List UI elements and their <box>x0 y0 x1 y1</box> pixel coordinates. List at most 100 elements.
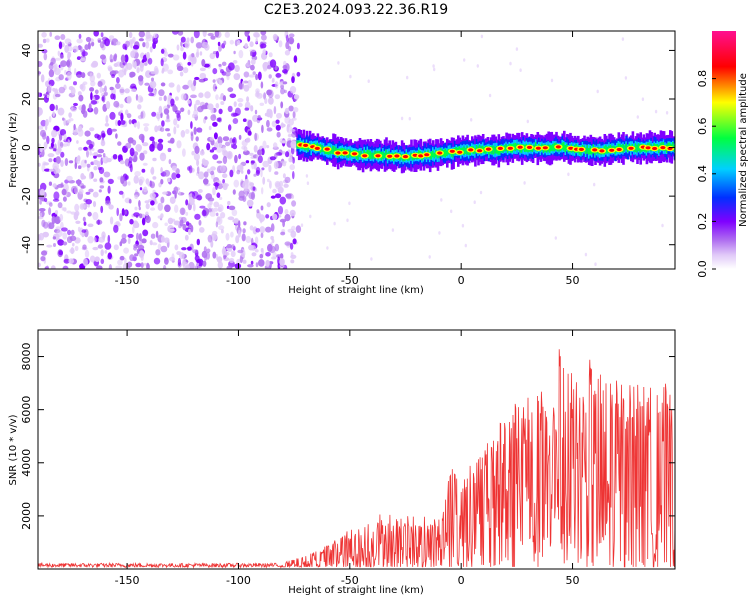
noise-blob <box>128 199 132 204</box>
noise-blob <box>182 223 187 231</box>
noise-blob <box>173 220 180 226</box>
noise-blob <box>233 50 236 55</box>
noise-blob <box>98 236 105 243</box>
noise-blob <box>112 154 118 160</box>
noise-blob <box>218 142 223 148</box>
noise-blob <box>145 211 149 217</box>
noise-blob <box>100 32 104 38</box>
noise-blob <box>43 162 50 166</box>
noise-blob <box>49 103 55 112</box>
noise-blob <box>290 140 297 149</box>
signal-band-cell <box>589 146 592 155</box>
snr-ticks: -150 -100 -50 0 50 2000 4000 6000 8000 <box>20 330 675 587</box>
noise-blob <box>237 229 241 238</box>
noise-blob <box>258 214 265 223</box>
noise-blob <box>84 159 87 164</box>
noise-blob <box>134 171 141 177</box>
noise-blob <box>155 230 159 238</box>
spectrogram-xtick-label: -100 <box>226 274 251 287</box>
noise-blob <box>69 235 77 242</box>
noise-blob <box>187 246 192 251</box>
noise-blob <box>283 183 289 188</box>
signal-band-cell <box>587 148 590 155</box>
noise-blob <box>288 105 294 112</box>
noise-blob <box>220 101 225 105</box>
noise-blob <box>195 51 200 58</box>
noise-blob <box>158 105 163 114</box>
noise-blob <box>54 216 61 225</box>
noise-blob <box>142 142 149 147</box>
noise-blob <box>106 157 112 163</box>
noise-blob <box>150 71 157 75</box>
noise-blob <box>68 112 72 118</box>
noise-blob <box>43 141 48 149</box>
noise-blob <box>207 234 213 243</box>
signal-peak-core <box>457 150 463 154</box>
noise-blob <box>192 249 199 254</box>
noise-blob <box>155 249 161 256</box>
noise-blob <box>196 262 200 266</box>
noise-speck <box>523 181 526 185</box>
noise-blob <box>290 128 296 132</box>
noise-blob <box>264 112 269 117</box>
noise-blob <box>38 208 46 212</box>
noise-speck <box>584 252 588 257</box>
signal-peak-core <box>314 146 320 150</box>
noise-blob <box>171 165 177 171</box>
noise-blob <box>193 152 200 161</box>
noise-blob <box>40 74 45 83</box>
noise-blob <box>201 59 206 67</box>
noise-blob <box>52 111 55 117</box>
noise-blob <box>291 76 295 84</box>
noise-blob <box>59 141 64 148</box>
signal-band-cell <box>625 143 628 151</box>
noise-blob <box>292 111 296 119</box>
noise-blob <box>250 64 255 71</box>
noise-blob <box>86 149 89 158</box>
noise-blob <box>255 37 258 44</box>
noise-blob <box>41 49 48 54</box>
noise-blob <box>229 169 234 178</box>
noise-blob <box>170 137 175 144</box>
noise-blob <box>123 247 129 254</box>
noise-blob <box>266 145 270 149</box>
noise-blob <box>199 72 207 79</box>
noise-blob <box>127 181 131 186</box>
noise-blob <box>162 191 168 195</box>
noise-blob <box>212 83 217 92</box>
noise-blob <box>102 153 106 158</box>
noise-blob <box>263 92 267 100</box>
noise-speck <box>406 75 409 80</box>
noise-blob <box>144 200 150 204</box>
noise-blob <box>90 62 97 68</box>
noise-blob <box>141 217 146 226</box>
noise-blob <box>109 86 114 91</box>
colorbar-gradient <box>712 31 736 269</box>
noise-blob <box>174 191 177 199</box>
noise-blob <box>252 186 256 191</box>
noise-blob <box>122 67 126 73</box>
noise-blob <box>182 51 187 60</box>
noise-blob <box>253 161 257 170</box>
snr-xlabel: Height of straight line (km) <box>288 585 424 596</box>
noise-blob <box>288 157 293 163</box>
noise-blob <box>250 260 254 265</box>
noise-blob <box>109 216 114 225</box>
noise-blob <box>214 31 220 38</box>
noise-blob <box>147 34 153 39</box>
noise-blob <box>152 176 157 180</box>
signal-band-cell <box>474 148 476 154</box>
noise-blob <box>212 251 217 259</box>
noise-blob <box>68 160 74 164</box>
noise-blob <box>40 256 46 262</box>
noise-speck <box>337 61 340 65</box>
noise-blob <box>287 123 290 128</box>
noise-blob <box>241 81 245 85</box>
noise-blob <box>63 133 67 141</box>
noise-blob <box>279 258 285 266</box>
signal-band-cell <box>307 143 310 152</box>
noise-blob <box>291 194 295 199</box>
noise-blob <box>87 223 94 228</box>
noise-blob <box>151 242 158 246</box>
noise-blob <box>86 163 91 168</box>
